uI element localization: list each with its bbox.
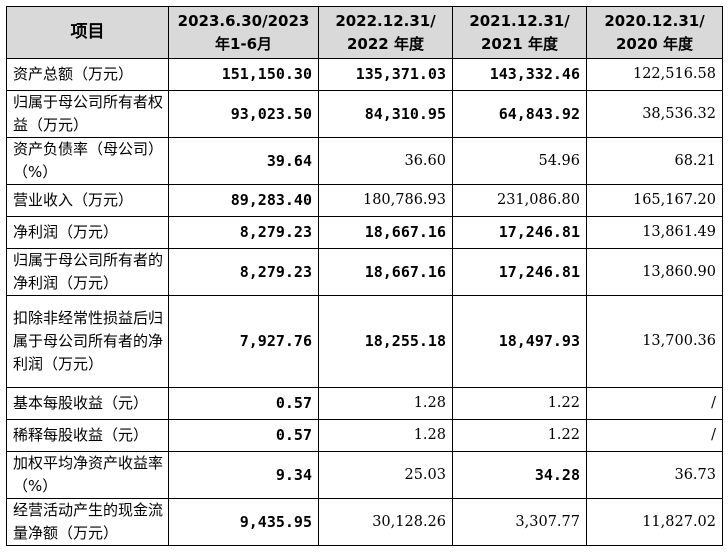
value-cell: 143,332.46 [452, 58, 587, 91]
value-cell: 8,279.23 [168, 216, 319, 249]
value-cell: 38,536.32 [586, 90, 723, 138]
row-label: 归属于母公司所有者的净利润（万元） [6, 248, 169, 296]
value-cell: 180,786.93 [318, 184, 453, 217]
row-label: 资产负债率（母公司）（%） [6, 137, 169, 185]
value-cell: 17,246.81 [452, 248, 587, 296]
header-line: 2023.6.30/2023 年1-6月 [177, 11, 310, 53]
header-line: 2021.12.31/ 2021 年度 [469, 11, 570, 53]
header-line: 2020.12.31/ 2020 年度 [604, 11, 705, 53]
row-label: 归属于母公司所有者权益（万元） [6, 90, 169, 138]
row-label: 扣除非经常性损益后归属于母公司所有者的净利润（万元） [6, 295, 169, 388]
value-cell: 1.28 [318, 419, 453, 452]
value-cell: 13,861.49 [586, 216, 723, 249]
value-cell: 84,310.95 [318, 90, 453, 138]
table-row: 加权平均净资产收益率（%） 9.34 25.03 34.28 36.73 [6, 451, 723, 499]
header-item: 项目 [6, 6, 169, 59]
row-label: 基本每股收益（元） [6, 387, 169, 420]
value-cell: 30,128.26 [318, 498, 453, 546]
value-cell: 0.57 [168, 387, 319, 420]
value-cell: 25.03 [318, 451, 453, 499]
value-cell: 231,086.80 [452, 184, 587, 217]
value-cell: 54.96 [452, 137, 587, 185]
value-cell: 0.57 [168, 419, 319, 452]
table-header-row: 项目 2023.6.30/2023 年1-6月 2022.12.31/ 2022… [6, 6, 723, 59]
value-cell: 17,246.81 [452, 216, 587, 249]
row-label: 稀释每股收益（元） [6, 419, 169, 452]
value-cell: 9,435.95 [168, 498, 319, 546]
value-cell: 13,860.90 [586, 248, 723, 296]
table-row: 营业收入（万元） 89,283.40 180,786.93 231,086.80 165… [6, 184, 723, 217]
table-row: 归属于母公司所有者的净利润（万元） 8,279.23 18,667.16 17,246… [6, 248, 723, 296]
table-row: 扣除非经常性损益后归属于母公司所有者的净利润（万元） 7,927.76 18,255… [6, 295, 723, 388]
table-row: 资产总额（万元） 151,150.30 135,371.03 143,332.46 12… [6, 58, 723, 91]
value-cell: 8,279.23 [168, 248, 319, 296]
row-label: 营业收入（万元） [6, 184, 169, 217]
value-cell: 151,150.30 [168, 58, 319, 91]
header-2023h1: 2023.6.30/2023 年1-6月 [168, 6, 319, 59]
value-cell: 18,255.18 [318, 295, 453, 388]
value-cell: 1.28 [318, 387, 453, 420]
value-cell: 135,371.03 [318, 58, 453, 91]
row-label: 净利润（万元） [6, 216, 169, 249]
value-cell: 64,843.92 [452, 90, 587, 138]
value-cell: 18,497.93 [452, 295, 587, 388]
value-cell: 13,700.36 [586, 295, 723, 388]
value-cell: / [586, 419, 723, 452]
table-row: 稀释每股收益（元） 0.57 1.28 1.22/ [6, 419, 723, 452]
table-row: 归属于母公司所有者权益（万元） 93,023.50 84,310.95 64,843.… [6, 90, 723, 138]
value-cell: 34.28 [452, 451, 587, 499]
value-cell: 7,927.76 [168, 295, 319, 388]
header-2021: 2021.12.31/ 2021 年度 [452, 6, 587, 59]
header-2020: 2020.12.31/ 2020 年度 [586, 6, 723, 59]
table-row: 基本每股收益（元） 0.57 1.28 1.22/ [6, 387, 723, 420]
row-label: 加权平均净资产收益率（%） [6, 451, 169, 499]
financial-summary-table: 项目 2023.6.30/2023 年1-6月 2022.12.31/ 2022… [6, 6, 723, 546]
value-cell: 36.60 [318, 137, 453, 185]
table-row: 净利润（万元） 8,279.23 18,667.16 17,246.81 13,861.… [6, 216, 723, 249]
header-line: 2022.12.31/ 2022 年度 [335, 11, 436, 53]
value-cell: 18,667.16 [318, 216, 453, 249]
value-cell: 18,667.16 [318, 248, 453, 296]
table-row: 经营活动产生的现金流量净额（万元） 9,435.95 30,128.26 3,307.… [6, 498, 723, 546]
value-cell: 11,827.02 [586, 498, 723, 546]
value-cell: 68.21 [586, 137, 723, 185]
row-label: 资产总额（万元） [6, 58, 169, 91]
value-cell: 1.22 [452, 387, 587, 420]
value-cell: 3,307.77 [452, 498, 587, 546]
value-cell: 122,516.58 [586, 58, 723, 91]
value-cell: 165,167.20 [586, 184, 723, 217]
value-cell: 36.73 [586, 451, 723, 499]
value-cell: 9.34 [168, 451, 319, 499]
value-cell: 93,023.50 [168, 90, 319, 138]
header-2022: 2022.12.31/ 2022 年度 [318, 6, 453, 59]
value-cell: / [586, 387, 723, 420]
table-row: 资产负债率（母公司）（%） 39.64 36.60 54.96 68.21 [6, 137, 723, 185]
value-cell: 1.22 [452, 419, 587, 452]
row-label: 经营活动产生的现金流量净额（万元） [6, 498, 169, 546]
value-cell: 39.64 [168, 137, 319, 185]
value-cell: 89,283.40 [168, 184, 319, 217]
